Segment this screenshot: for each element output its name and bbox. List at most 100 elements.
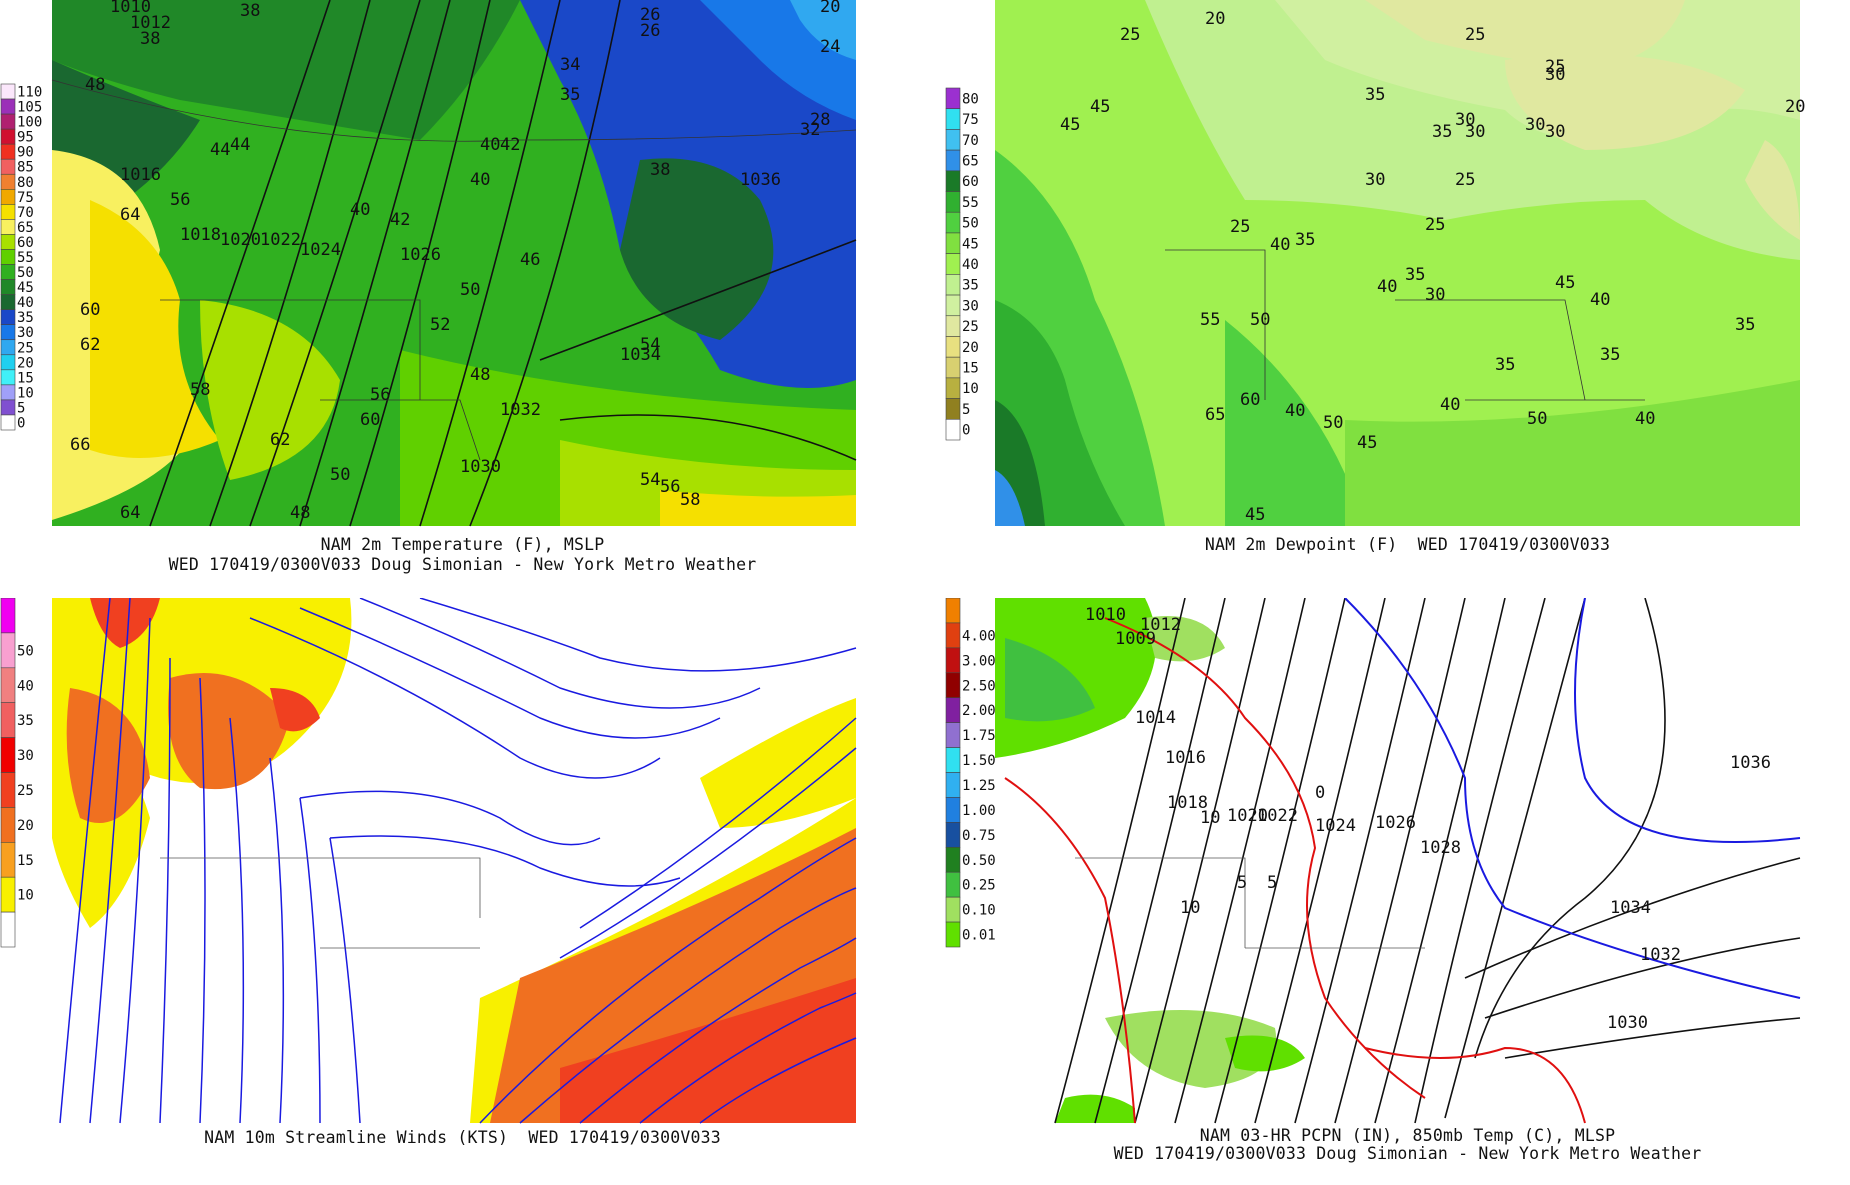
legend-label: 40 xyxy=(962,257,979,273)
legend-label: 15 xyxy=(962,361,979,377)
legend-label: 0 xyxy=(17,415,25,431)
legend-swatch xyxy=(0,667,16,704)
contour-label: 45 xyxy=(1245,505,1265,525)
contour-label: 30 xyxy=(1455,110,1475,130)
legend-swatch xyxy=(0,876,16,913)
contour-label: 35 xyxy=(1432,122,1452,142)
contour-label: 48 xyxy=(85,75,105,95)
legend-label: 1.25 xyxy=(962,778,996,794)
legend-swatch xyxy=(0,772,16,808)
contour-label: 45 xyxy=(1090,97,1110,117)
legend-label: 10 xyxy=(17,385,34,401)
legend-swatch xyxy=(0,807,16,843)
legend-swatch xyxy=(945,418,961,441)
contour-label: 42 xyxy=(390,210,410,230)
contour-label: 44 xyxy=(210,140,230,160)
legend-label: 25 xyxy=(17,783,34,799)
contour-label: 1034 xyxy=(1610,898,1651,918)
contour-label: 25 xyxy=(1425,215,1445,235)
contour-label: 1036 xyxy=(740,170,781,190)
contour-label: 52 xyxy=(430,315,450,335)
legend-label: 70 xyxy=(17,205,34,221)
contour-label: 42 xyxy=(500,135,520,155)
contour-label: 55 xyxy=(1200,310,1220,330)
contour-label: 60 xyxy=(1240,390,1260,410)
contour-label: 1026 xyxy=(400,245,441,265)
wind-legend: 50 40 35 30 25 20 15 10 xyxy=(0,598,34,948)
contour-label: 44 xyxy=(230,135,250,155)
dewpoint-panel: 80 75 70 65 60 55 50 45 40 35 30 25 20 15 10 5 0 20 25 25 2… xyxy=(945,0,1850,587)
contour-label: 40 xyxy=(470,170,490,190)
legend-label: 0.01 xyxy=(962,928,996,944)
contour-label: 26 xyxy=(640,5,660,25)
contour-label: 38 xyxy=(650,160,670,180)
temperature-caption-line1: NAM 2m Temperature (F), MSLP xyxy=(320,535,605,554)
contour-label: 1010 xyxy=(110,0,151,17)
contour-label: 24 xyxy=(820,37,840,57)
contour-label: 1014 xyxy=(1135,708,1176,728)
legend-swatch xyxy=(0,598,16,634)
contour-label: 1016 xyxy=(120,165,161,185)
legend-label: 20 xyxy=(17,355,34,371)
legend-label: 45 xyxy=(962,236,979,252)
legend-label: 5 xyxy=(962,402,970,418)
contour-label: 1016 xyxy=(1165,748,1206,768)
contour-label: 65 xyxy=(1205,405,1225,425)
contour-label: 40 xyxy=(1285,401,1305,421)
legend-label: 75 xyxy=(962,112,979,128)
contour-label: 25 xyxy=(1230,217,1250,237)
dewpoint-caption-line1: NAM 2m Dewpoint (F) WED 170419/0300V033 xyxy=(1204,535,1611,554)
contour-label: 40 xyxy=(1440,395,1460,415)
contour-label: 1028 xyxy=(1420,838,1461,858)
legend-label: 75 xyxy=(17,190,34,206)
legend-label: 0.25 xyxy=(962,878,996,894)
legend-swatch xyxy=(0,842,16,878)
contour-label: 5 xyxy=(1237,873,1247,893)
legend-label: 55 xyxy=(17,250,34,266)
contour-label: 1030 xyxy=(1607,1013,1648,1033)
contour-label: 60 xyxy=(80,300,100,320)
legend-label: 65 xyxy=(962,153,979,169)
legend-label: 50 xyxy=(17,643,34,659)
contour-label: 1022 xyxy=(260,230,301,250)
contour-label: 64 xyxy=(120,503,140,523)
legend-label: 4.00 xyxy=(962,628,996,644)
legend-label: 1.00 xyxy=(962,803,996,819)
legend-label: 2.00 xyxy=(962,703,996,719)
contour-label: 38 xyxy=(140,29,160,49)
contour-label: 30 xyxy=(1525,115,1545,135)
wind-map xyxy=(52,598,857,1124)
contour-label: 40 xyxy=(350,200,370,220)
contour-label: 1022 xyxy=(1257,806,1298,826)
legend-label: 10 xyxy=(962,381,979,397)
contour-label: 1018 xyxy=(180,225,221,245)
legend-label: 50 xyxy=(962,216,979,232)
legend-label: 20 xyxy=(962,340,979,356)
legend-label: 60 xyxy=(962,174,979,190)
contour-label: 30 xyxy=(1425,285,1445,305)
contour-label: 54 xyxy=(640,470,660,490)
legend-label: 25 xyxy=(17,340,34,356)
precip-legend: 4.00 3.00 2.50 2.00 1.75 1.50 1.25 1.00 0.75 0.50… xyxy=(945,598,996,948)
contour-label: 1012 xyxy=(1140,615,1181,635)
contour-label: 35 xyxy=(1735,315,1755,335)
precip-map xyxy=(995,598,1801,1124)
contour-label: 45 xyxy=(1555,273,1575,293)
contour-label: 0 xyxy=(1315,783,1325,803)
contour-label: 40 xyxy=(1635,409,1655,429)
temperature-panel: 110 105 100 95 90 85 80 75 70 65 60 55 50 45 40 35 30 25 2… xyxy=(0,0,925,587)
legend-label: 2.50 xyxy=(962,678,996,694)
temperature-legend: 1101051009590858075706560555045403530252… xyxy=(0,83,42,431)
precip-caption-line2: WED 170419/0300V033 Doug Simonian - New … xyxy=(1113,1144,1702,1163)
legend-label: 1.50 xyxy=(962,753,996,769)
contour-label: 28 xyxy=(810,110,830,130)
contour-label: 62 xyxy=(270,430,290,450)
legend-label: 105 xyxy=(17,100,42,116)
legend-label: 0.75 xyxy=(962,828,996,844)
contour-label: 30 xyxy=(1465,122,1485,142)
contour-label: 35 xyxy=(560,85,580,105)
contour-label: 56 xyxy=(660,477,680,497)
